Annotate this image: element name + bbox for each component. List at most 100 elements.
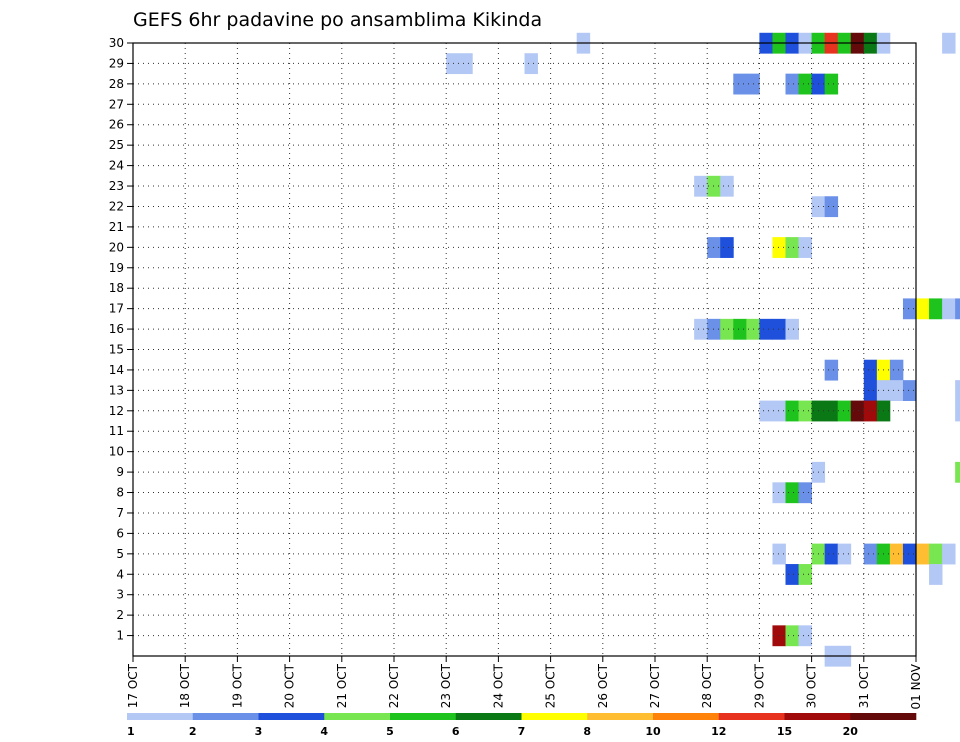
colorbar-swatch: [390, 713, 457, 720]
x-tick-label: 31 OCT: [857, 663, 871, 708]
x-tick-label: 19 OCT: [230, 663, 244, 708]
heatmap-cell: [824, 73, 839, 95]
colorbar-label: 8: [583, 725, 591, 738]
heatmap-cell: [955, 380, 960, 401]
colorbar-swatch: [653, 713, 720, 720]
heatmap-cell: [863, 359, 878, 381]
x-tick-label: 18 OCT: [178, 663, 192, 708]
heatmap-cell: [720, 318, 734, 340]
heatmap-cell: [772, 482, 786, 504]
heatmap-cell: [902, 380, 917, 401]
y-tick-label: 23: [109, 179, 124, 193]
heatmap-cell: [798, 625, 812, 647]
y-tick-label: 3: [116, 588, 124, 602]
colorbar-legend: 1 2 3 4 5 6 7 8 10 12 15 20: [127, 713, 917, 738]
y-tick-label: 1: [116, 629, 124, 643]
heatmap-cell: [916, 298, 930, 320]
x-tick-label: 30 OCT: [805, 663, 819, 708]
y-tick-label: 30: [109, 36, 124, 50]
y-tick-label: 21: [109, 220, 124, 234]
y-tick-label: 5: [116, 547, 124, 561]
x-tick-label: 23 OCT: [439, 663, 453, 708]
y-tick-label: 2: [116, 608, 124, 622]
heatmap-cell: [889, 380, 904, 401]
x-tick-label: 24 OCT: [491, 663, 505, 708]
heatmap-cell: [955, 461, 960, 483]
heatmap-cell: [837, 543, 852, 565]
colorbar-label: 6: [452, 725, 460, 738]
heatmap-cell: [798, 482, 812, 504]
y-tick-label: 13: [109, 383, 124, 397]
heatmap-cell: [759, 318, 773, 340]
heatmap-cell: [785, 400, 799, 422]
heatmap-cell: [772, 543, 786, 565]
heatmap-cell: [929, 298, 943, 320]
colorbar-swatch: [718, 713, 785, 720]
heatmap-cell: [942, 32, 956, 54]
colorbar-swatch: [784, 713, 851, 720]
chart-title: GEFS 6hr padavine po ansamblima Kikinda: [133, 9, 542, 31]
heatmap-cell: [902, 543, 917, 565]
y-tick-label: 25: [109, 138, 124, 152]
colorbar-label: 1: [127, 725, 135, 738]
heatmap-cell: [824, 543, 839, 565]
colorbar-swatch: [455, 713, 522, 720]
x-axis-ticks: 17 OCT 18 OCT 19 OCT 20 OCT 21 OCT 22 OCT 23 O…: [126, 656, 923, 710]
x-tick-label: 29 OCT: [752, 663, 766, 708]
colorbar-label: 20: [843, 725, 859, 738]
colorbar-label: 7: [518, 725, 526, 738]
heatmap-cell: [942, 543, 956, 565]
heatmap-cell: [772, 237, 786, 258]
colorbar-swatch: [587, 713, 654, 720]
x-tick-label: 27 OCT: [648, 663, 662, 708]
heatmap-cell: [929, 564, 943, 585]
heatmap-cell: [863, 543, 878, 565]
colorbar-label: 12: [711, 725, 726, 738]
heatmap-cell: [889, 359, 904, 381]
y-tick-label: 26: [109, 118, 124, 132]
x-tick-label: 28 OCT: [700, 663, 714, 708]
y-tick-label: 9: [116, 465, 124, 479]
heatmap-cell: [955, 400, 960, 422]
y-tick-label: 15: [109, 343, 124, 357]
y-tick-label: 28: [109, 77, 124, 91]
heatmap-cell: [694, 318, 708, 340]
y-tick-label: 12: [109, 404, 124, 418]
heatmap-cell: [720, 237, 734, 258]
y-tick-label: 4: [116, 567, 124, 581]
grid-lines: [133, 42, 916, 656]
heatmap-cell: [785, 318, 799, 340]
heatmap-cell: [524, 53, 538, 75]
heatmap-cell: [902, 298, 917, 320]
y-tick-label: 8: [116, 486, 124, 500]
x-tick-label: 21 OCT: [335, 663, 349, 708]
heatmap-cell: [798, 400, 812, 422]
heatmap-cell: [785, 237, 799, 258]
colorbar-swatch: [521, 713, 588, 720]
heatmap-cell: [785, 482, 799, 504]
y-tick-label: 17: [109, 302, 124, 316]
heatmap-cells: [446, 32, 960, 667]
heatmap-cell: [446, 53, 460, 75]
heatmap-cell: [733, 318, 747, 340]
heatmap-cell: [785, 564, 799, 585]
x-tick-label: 26 OCT: [596, 663, 610, 708]
colorbar-swatch: [127, 713, 194, 720]
y-tick-label: 16: [109, 322, 124, 336]
heatmap-cell: [759, 400, 773, 422]
heatmap-cell: [929, 543, 943, 565]
y-axis-ticks: 1234567891011121314151617181920212223242…: [109, 36, 133, 643]
y-tick-label: 29: [109, 56, 124, 70]
heatmap-cell: [850, 400, 865, 422]
heatmap-cell: [824, 400, 839, 422]
y-tick-label: 14: [109, 363, 124, 377]
x-tick-label: 01 NOV: [909, 663, 923, 709]
colorbar-label: 10: [645, 725, 661, 738]
heatmap-cell: [798, 237, 812, 258]
heatmap-cell: [916, 543, 930, 565]
heatmap-cell: [955, 298, 960, 320]
heatmap-cell: [772, 400, 786, 422]
colorbar-swatch: [324, 713, 391, 720]
y-tick-label: 11: [109, 424, 124, 438]
